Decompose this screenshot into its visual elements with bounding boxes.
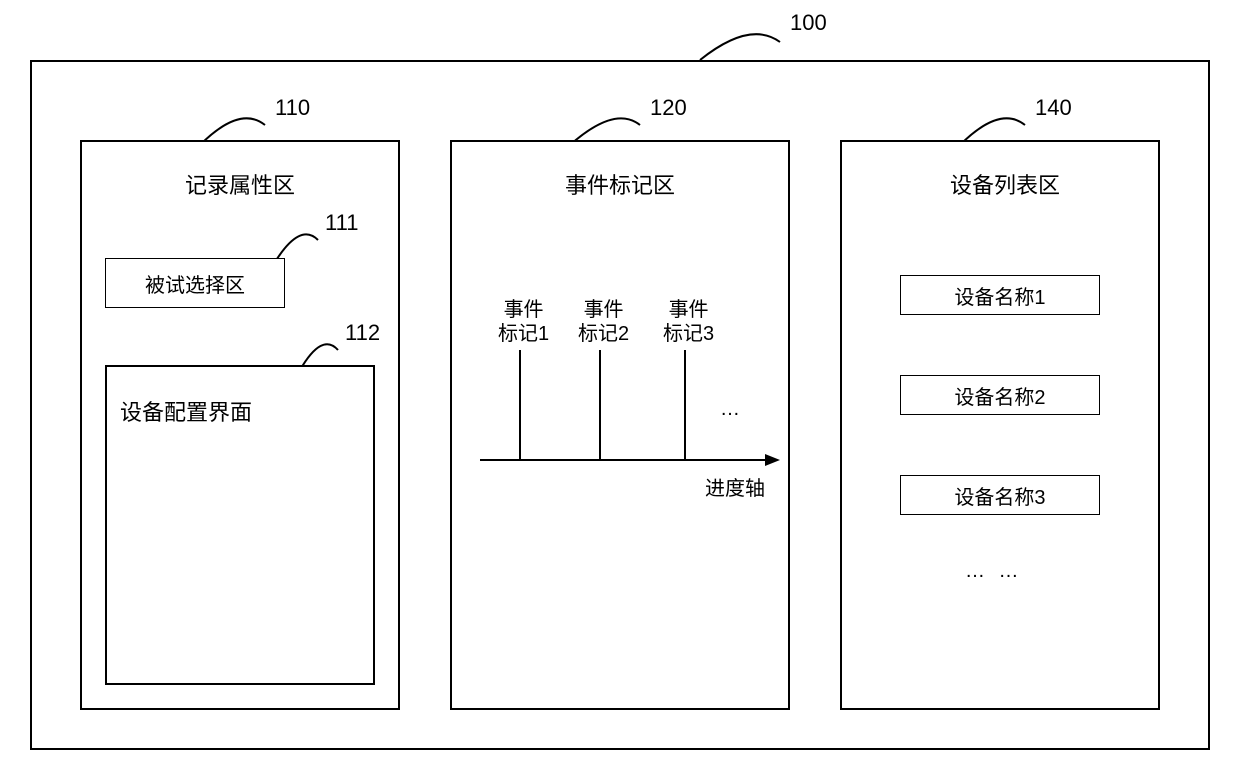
device-item-3-label: 设备名称3 (954, 481, 1045, 510)
device-item-2: 设备名称2 (900, 375, 1100, 415)
device-list-dots: … … (965, 560, 1023, 583)
ref-140: 140 (1035, 95, 1072, 121)
device-item-2-label: 设备名称2 (954, 381, 1045, 410)
panel-device-list (840, 140, 1160, 710)
device-item-1: 设备名称1 (900, 275, 1100, 315)
diagram-canvas: 100 110 记录属性区 111 被试选择区 112 设备配置界面 120 事… (0, 0, 1240, 771)
title-device-list: 设备列表区 (950, 168, 1060, 200)
device-item-3: 设备名称3 (900, 475, 1100, 515)
device-item-1-label: 设备名称1 (954, 281, 1045, 310)
